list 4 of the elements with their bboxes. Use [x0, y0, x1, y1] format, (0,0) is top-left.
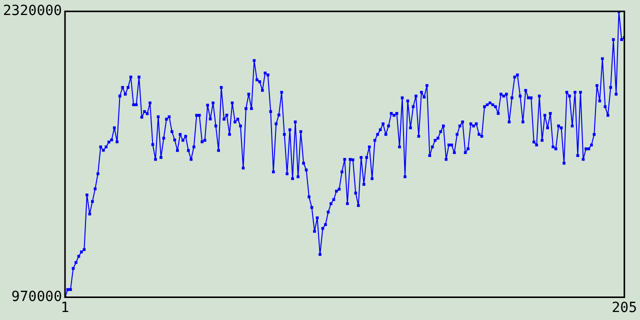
x-tick-label: 205 — [612, 300, 638, 316]
x-tick-label: 1 — [60, 300, 70, 316]
y-tick-label: 970000 — [11, 288, 62, 305]
y-tick-label: 2320000 — [2, 3, 62, 20]
